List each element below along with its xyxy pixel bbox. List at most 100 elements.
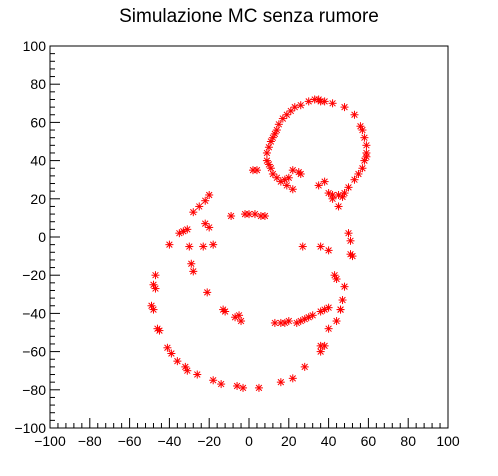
data-point [165,240,174,249]
data-point [266,137,275,146]
data-point [151,284,160,293]
data-point [316,242,325,251]
y-tick-label: −40 [22,305,46,321]
data-point [334,202,343,211]
data-point [350,110,359,119]
axis-ticks [49,45,449,429]
data-point [276,378,285,387]
data-point [199,242,208,251]
data-point [187,259,196,268]
x-tick-label: −80 [78,433,102,449]
x-tick-label: 40 [321,433,337,449]
data-point [296,101,305,110]
data-point [173,357,182,366]
data-point [209,376,218,385]
data-point [239,383,248,392]
data-point [219,305,228,314]
plot-frame [49,45,449,429]
data-point [284,317,293,326]
data-point [358,126,367,135]
data-point [362,141,371,150]
data-point [193,370,202,379]
data-point [340,282,349,291]
data-point [338,192,347,201]
data-point [344,229,353,238]
x-tick-label: −100 [34,433,66,449]
data-point [252,166,261,175]
x-tick-label: 0 [245,433,253,449]
data-point [227,211,236,220]
data-point [205,223,214,232]
y-tick-label: 80 [30,76,46,92]
data-point [175,229,184,238]
data-point [201,219,210,228]
data-point [183,366,192,375]
data-point [346,236,355,245]
data-point [344,183,353,192]
data-point [254,383,263,392]
data-point [330,271,339,280]
data-point [201,196,210,205]
chart-title: Simulazione MC senza rumore [119,6,379,27]
data-point [298,242,307,251]
data-markers [147,95,371,392]
data-point [360,156,369,165]
data-point [282,181,291,190]
data-point [300,315,309,324]
data-point [195,202,204,211]
data-point [167,349,176,358]
y-tick-labels: −100 −80 −60 −40 −20 0 20 40 60 80 100 [14,38,46,436]
data-point [163,343,172,352]
data-point [262,148,271,157]
data-point [300,362,309,371]
x-tick-label: −20 [197,433,221,449]
y-tick-label: 60 [30,114,46,130]
data-point [231,313,240,322]
data-point [314,181,323,190]
data-point [209,240,218,249]
data-point [324,324,333,333]
x-tick-label: −40 [158,433,182,449]
data-point [183,225,192,234]
y-tick-label: −80 [22,382,46,398]
data-point [278,114,287,123]
data-point [316,341,325,350]
data-point [250,210,259,219]
data-point [233,381,242,390]
data-point [350,175,359,184]
x-tick-label: 80 [400,433,416,449]
data-point [288,185,297,194]
x-tick-label: 20 [281,433,297,449]
data-point [358,164,367,173]
data-point [308,311,317,320]
data-point [324,246,333,255]
x-tick-labels: −100 −80 −60 −40 −20 0 20 40 60 80 100 [34,433,460,449]
y-tick-label: −100 [14,420,46,436]
data-point [328,194,337,203]
data-point [332,317,341,326]
data-point [324,303,333,312]
y-tick-label: −60 [22,344,46,360]
data-point [336,305,345,314]
data-point [316,97,325,106]
data-point [260,211,269,220]
data-point [324,189,333,198]
data-point [155,326,164,335]
data-point [348,252,357,261]
x-tick-label: 60 [361,433,377,449]
data-point [217,380,226,389]
y-tick-label: 20 [30,191,46,207]
x-tick-label: 100 [436,433,460,449]
data-point [320,177,329,186]
data-point [338,296,347,305]
y-tick-label: 100 [23,38,47,54]
data-point [266,164,275,173]
data-point [354,169,363,178]
y-tick-label: 0 [38,229,46,245]
data-point [151,271,160,280]
data-point [288,374,297,383]
x-tick-label: −60 [118,433,142,449]
data-point [332,275,341,284]
data-point [280,175,289,184]
